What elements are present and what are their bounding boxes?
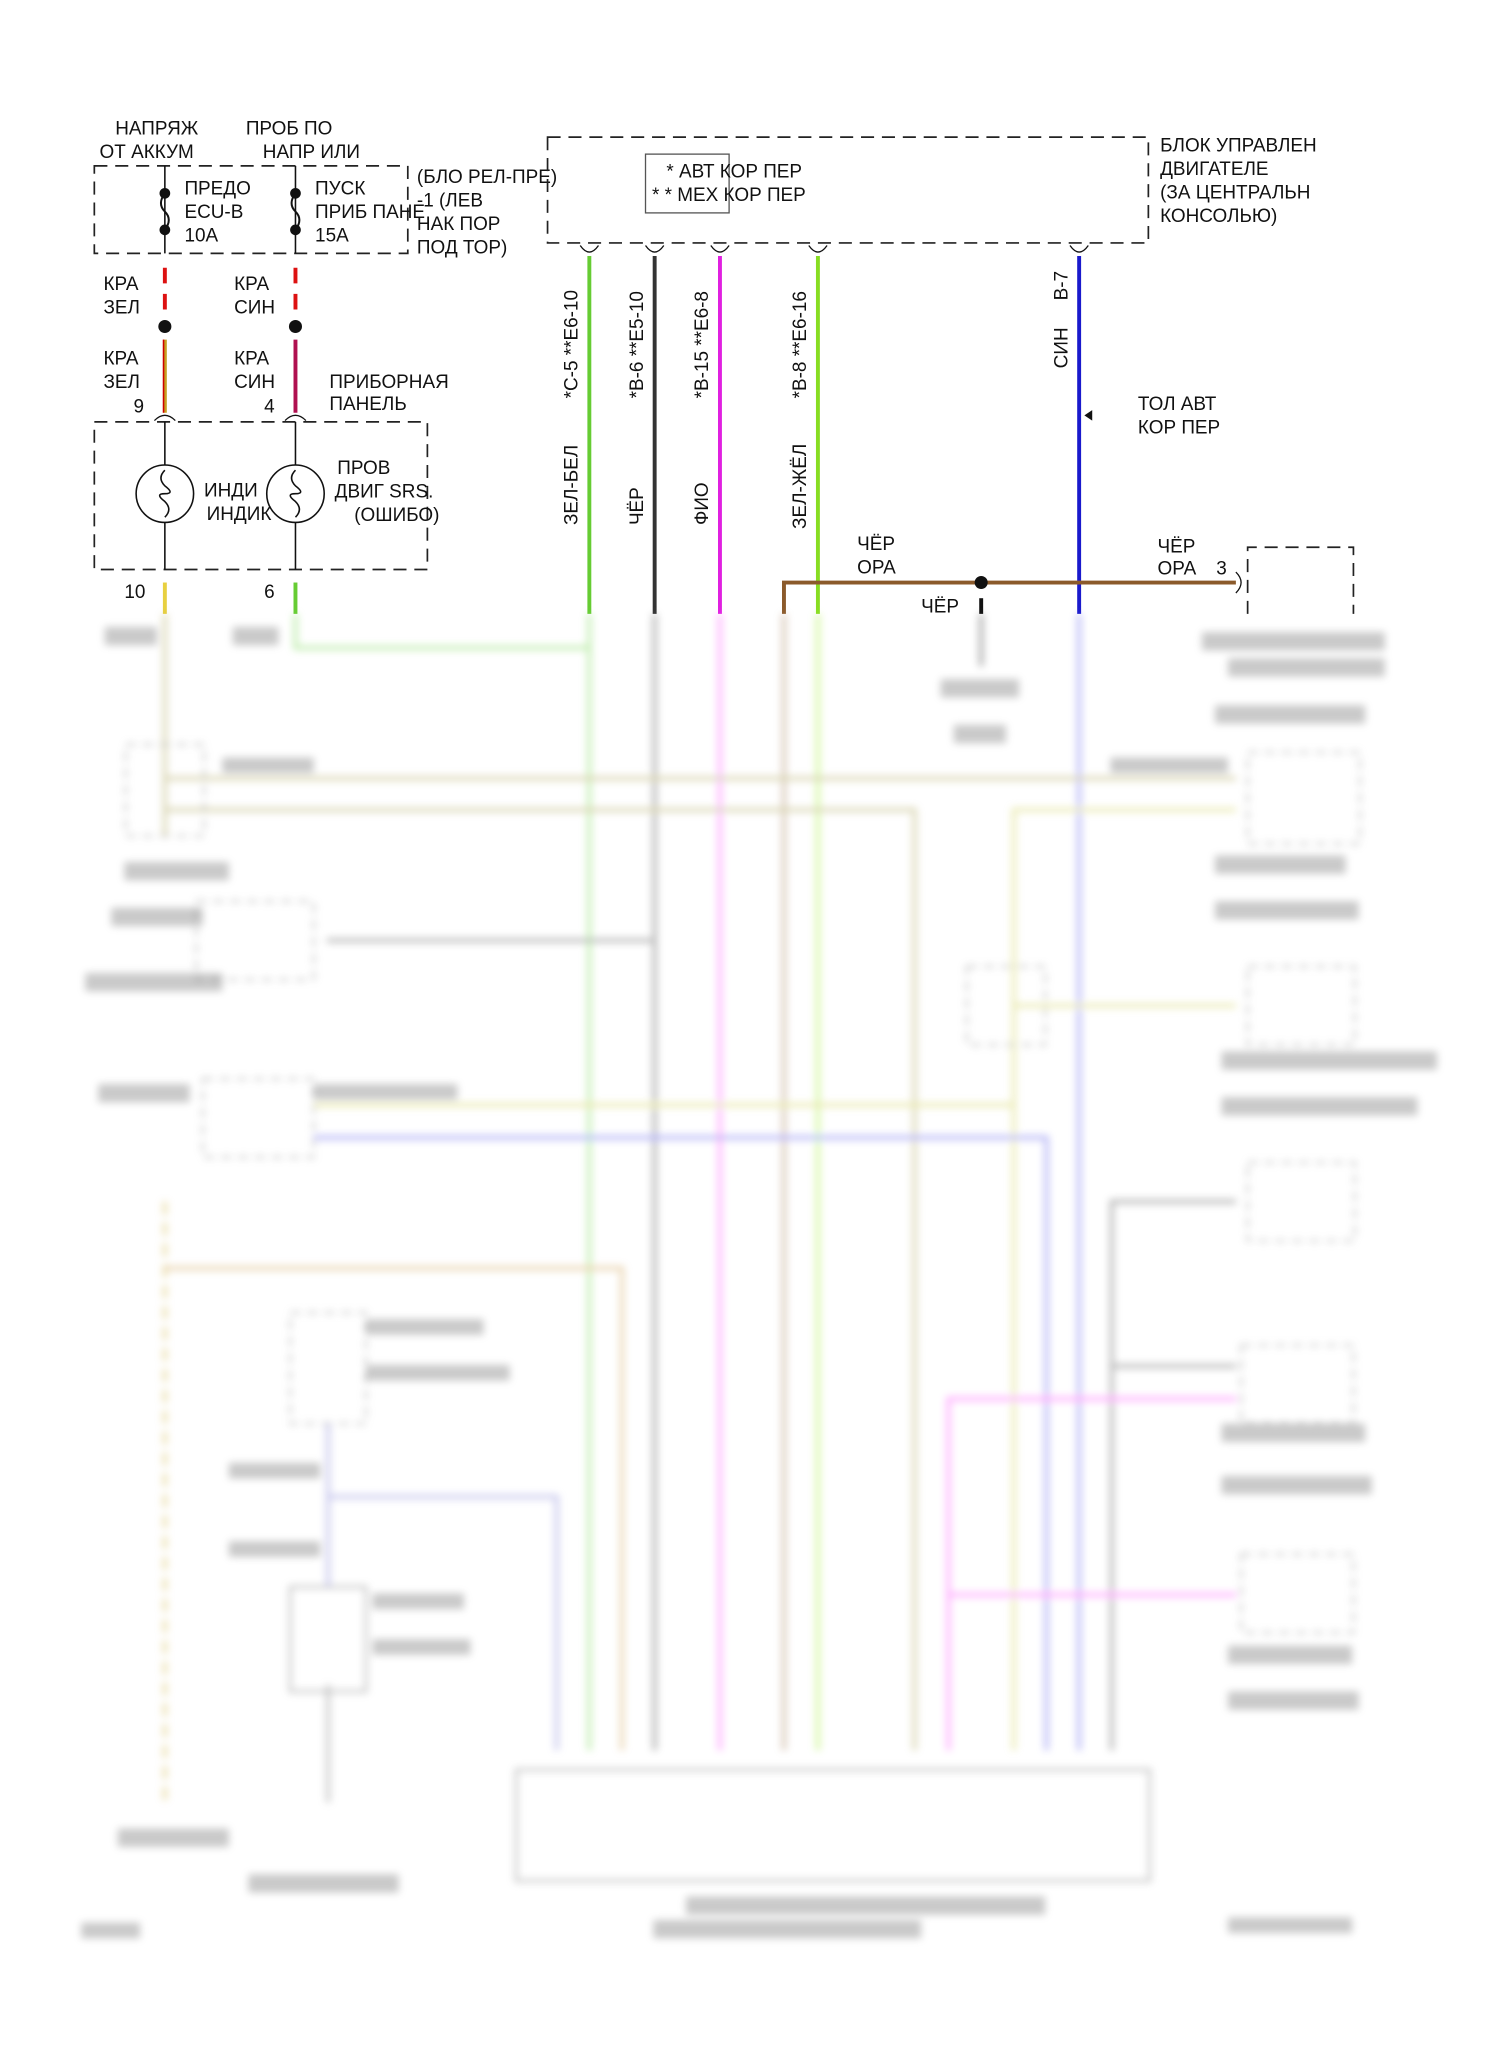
svg-text:15A: 15A <box>315 226 349 247</box>
svg-text:ПРОБ ПО: ПРОБ ПО <box>246 119 333 140</box>
svg-text:БЛОК УПРАВЛЕН: БЛОК УПРАВЛЕН <box>1160 136 1317 157</box>
wire-color-label: ЗЕЛ-БЕЛ <box>562 445 583 525</box>
srs-lamp-label: ПРОВ <box>337 458 390 479</box>
ecu-label: БЛОК УПРАВЛЕН ДВИГАТЕЛЕ (ЗА ЦЕНТРАЛЬН КО… <box>1160 136 1317 228</box>
legend-box <box>644 153 730 214</box>
lamp-label: ИНДИ <box>204 480 258 501</box>
connector-pin <box>644 245 665 253</box>
wire-color-label: ЧЁР <box>921 597 959 618</box>
wire-color-label: СИН <box>234 372 275 393</box>
connector-pin <box>808 245 828 253</box>
wire-color-label: КРА <box>234 348 269 369</box>
wire-color-label: ЧЁР <box>857 534 895 555</box>
pin-label: *C-5 **E6-10 <box>562 290 583 398</box>
svg-text:ECU-B: ECU-B <box>184 202 243 223</box>
pin-label: *B-15 **E6-8 <box>692 291 713 398</box>
fuse-gauge-label: ПУСК ПРИБ ПАНЕ 15A <box>315 179 425 247</box>
instrument-panel-label: ПРИБОРНАЯ <box>329 372 448 393</box>
srs-lamp-label: (ОШИБО) <box>354 505 439 526</box>
pin-label: B-7 <box>1051 271 1072 300</box>
pin-number: 9 <box>134 397 145 418</box>
wire-color-label: КРА <box>103 348 138 369</box>
fuse-block-label: (БЛО РЕЛ-ПРЕ) -1 (ЛЕВ НАК ПОР ПОД ТОР) <box>417 167 557 259</box>
pin-label: *B-8 **E6-16 <box>790 291 811 398</box>
connector-pin <box>579 245 600 253</box>
instrument-cluster-box <box>93 421 429 571</box>
wire-color-label: ЗЕЛ <box>103 372 139 393</box>
svg-text:10A: 10A <box>184 226 218 247</box>
wire-color-label: СИН <box>234 297 275 318</box>
connector-pin <box>1069 245 1089 253</box>
svg-text:ПОД ТОР): ПОД ТОР) <box>417 237 507 258</box>
pin-number: 10 <box>124 582 145 603</box>
wire-color-label: КРА <box>103 274 138 295</box>
auto-only-note: ТОЛ АВТ <box>1138 394 1217 415</box>
pin-label: *B-6 **E5-10 <box>627 291 648 398</box>
instrument-panel-label: ПАНЕЛЬ <box>329 394 406 415</box>
fuse-block-box <box>93 165 409 255</box>
ground-wire <box>782 546 1355 614</box>
wire-color-label: ЧЁР <box>627 487 648 525</box>
svg-text:ПУСК: ПУСК <box>315 179 365 200</box>
lamp-icon <box>135 421 325 570</box>
ignition-voltage-label: ПРОБ ПО НАПР ИЛИ <box>246 119 360 164</box>
wire-color-label: ОРА <box>857 557 896 578</box>
svg-text:НАК ПОР: НАК ПОР <box>417 214 501 235</box>
pin-number: 6 <box>264 582 275 603</box>
svg-text:(БЛО РЕЛ-ПРЕ): (БЛО РЕЛ-ПРЕ) <box>417 167 557 188</box>
arrow-icon <box>1084 410 1093 421</box>
lamp-label: ИНДИК <box>207 504 272 525</box>
wire-color-label: ЧЁР <box>1158 536 1196 557</box>
wire-color-label: ЗЕЛ <box>103 297 139 318</box>
svg-text:ПРИБ ПАНЕ: ПРИБ ПАНЕ <box>315 202 425 223</box>
svg-text:ПРЕДО: ПРЕДО <box>184 179 250 200</box>
legend-auto: * АВТ КОР ПЕР <box>666 162 802 183</box>
wire-color-label: СИН <box>1051 327 1072 368</box>
fuse-ecu-b-label: ПРЕДО ECU-B 10A <box>184 179 250 247</box>
svg-text:(ЗА ЦЕНТРАЛЬН: (ЗА ЦЕНТРАЛЬН <box>1160 183 1310 204</box>
fuse-icon <box>159 165 301 254</box>
ecu-wires: *C-5 **E6-10 ЗЕЛ-БЕЛ *B-6 **E5-10 ЧЁР *B-15 … <box>562 245 1089 614</box>
legend-manual: * * МЕХ КОР ПЕР <box>652 185 806 206</box>
srs-lamp-label: ДВИГ SRS. <box>335 482 434 503</box>
battery-voltage-label: НАПРЯЖ ОТ АККУМ <box>100 119 199 164</box>
pin-number: 3 <box>1216 559 1227 580</box>
blurred-labels <box>81 626 1438 1939</box>
svg-text:-1 (ЛЕВ: -1 (ЛЕВ <box>417 190 483 211</box>
connector-pin <box>710 245 730 253</box>
wire-color-label: КРА <box>234 274 269 295</box>
pin-number: 4 <box>264 397 275 418</box>
svg-text:НАПР ИЛИ: НАПР ИЛИ <box>263 142 360 163</box>
left-wires <box>153 267 307 422</box>
svg-text:ДВИГАТЕЛЕ: ДВИГАТЕЛЕ <box>1160 159 1268 180</box>
wire-color-label: ЗЕЛ-ЖЁЛ <box>790 444 811 529</box>
ecu-box <box>546 136 1150 244</box>
svg-text:КОНСОЛЬЮ): КОНСОЛЬЮ) <box>1160 206 1277 227</box>
wire-color-label: ОРА <box>1158 559 1197 580</box>
svg-text:НАПРЯЖ: НАПРЯЖ <box>115 119 199 140</box>
svg-text:ОТ АККУМ: ОТ АККУМ <box>100 142 194 163</box>
wire-color-label: ФИО <box>692 482 713 525</box>
blurred-lower-section <box>124 613 1361 1883</box>
auto-only-note: КОР ПЕР <box>1138 418 1220 439</box>
